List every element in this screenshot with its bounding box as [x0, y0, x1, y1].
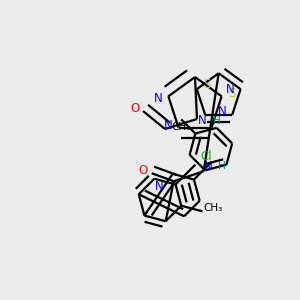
Text: N: N — [155, 180, 164, 193]
Text: Cl: Cl — [201, 150, 212, 163]
Text: S: S — [228, 87, 235, 100]
Text: N: N — [154, 92, 163, 105]
Text: CH₃: CH₃ — [203, 203, 222, 213]
Text: N: N — [198, 115, 206, 128]
Text: O: O — [138, 164, 147, 177]
Text: H: H — [218, 161, 226, 171]
Text: S: S — [203, 78, 211, 91]
Text: N: N — [164, 119, 173, 132]
Text: O: O — [130, 101, 140, 115]
Text: H: H — [213, 116, 221, 126]
Text: CH₃: CH₃ — [172, 122, 191, 132]
Text: N: N — [218, 105, 226, 119]
Text: N: N — [226, 82, 235, 96]
Text: N: N — [204, 160, 213, 173]
